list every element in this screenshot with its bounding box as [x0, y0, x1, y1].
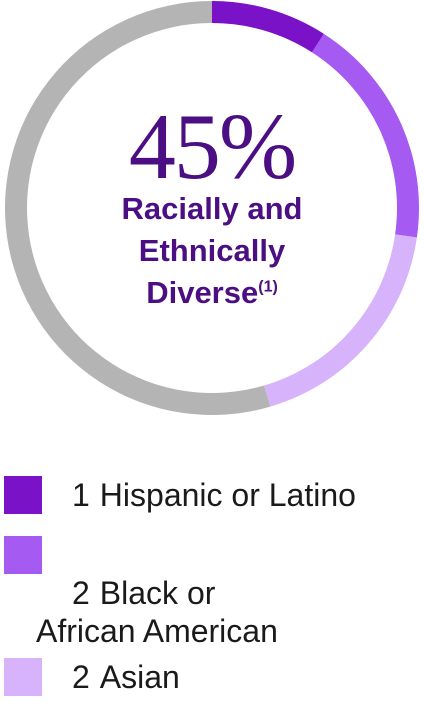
- legend-text: 2 Black or African American: [36, 528, 420, 650]
- center-subtitle-line-1: Racially and: [121, 191, 303, 226]
- legend-label-line: African American: [36, 613, 278, 649]
- legend-count: 1: [72, 477, 90, 513]
- donut-slice-0: [212, 1, 324, 53]
- donut-slice-2: [264, 234, 417, 407]
- center-subtitle-line-2: Ethnically: [138, 233, 286, 268]
- chart-legend: 1 Hispanic or Latino 2 Black or African Ame…: [4, 468, 420, 710]
- chart-center-label: 45% Racially and Ethnically Diverse(1): [62, 100, 362, 314]
- donut-slice-1: [312, 33, 419, 238]
- legend-swatch: [4, 536, 42, 574]
- legend-label: Black or African American: [36, 575, 278, 649]
- legend-label-line: Black or: [99, 575, 216, 611]
- footnote-marker: (1): [258, 278, 278, 296]
- legend-text: 2 Asian: [72, 650, 420, 696]
- legend-label: Asian: [99, 659, 180, 695]
- center-subtitle: Racially and Ethnically Diverse(1): [62, 188, 362, 314]
- legend-count: 2: [72, 575, 90, 611]
- legend-swatch: [4, 658, 42, 696]
- legend-item-black: 2 Black or African American: [4, 528, 420, 650]
- legend-text: 1 Hispanic or Latino: [72, 468, 420, 514]
- center-subtitle-line-3: Diverse: [146, 275, 259, 310]
- legend-label: Hispanic or Latino: [99, 477, 356, 513]
- legend-swatch: [4, 476, 42, 514]
- legend-count: 2: [72, 659, 90, 695]
- legend-item-asian: 2 Asian: [4, 650, 420, 710]
- diversity-percentage: 45%: [128, 95, 297, 199]
- legend-item-hispanic: 1 Hispanic or Latino: [4, 468, 420, 528]
- donut-chart: [4, 1, 419, 415]
